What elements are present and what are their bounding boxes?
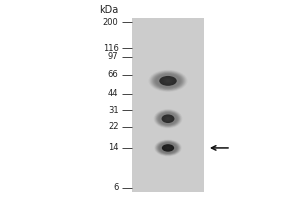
- Ellipse shape: [161, 114, 175, 124]
- Ellipse shape: [157, 141, 179, 155]
- Ellipse shape: [165, 146, 171, 150]
- Ellipse shape: [162, 144, 174, 152]
- Ellipse shape: [159, 113, 177, 125]
- Ellipse shape: [155, 140, 181, 156]
- Text: 116: 116: [103, 44, 118, 53]
- Text: 31: 31: [108, 106, 119, 115]
- Ellipse shape: [151, 71, 185, 91]
- Ellipse shape: [167, 147, 170, 149]
- Ellipse shape: [165, 79, 171, 83]
- Ellipse shape: [166, 147, 170, 149]
- Text: 66: 66: [108, 70, 118, 79]
- Ellipse shape: [160, 143, 176, 153]
- Ellipse shape: [160, 143, 176, 153]
- Ellipse shape: [153, 72, 183, 89]
- Ellipse shape: [165, 117, 171, 121]
- Ellipse shape: [162, 144, 174, 152]
- Ellipse shape: [159, 76, 177, 86]
- Ellipse shape: [167, 147, 169, 148]
- Ellipse shape: [158, 112, 178, 126]
- Ellipse shape: [162, 114, 174, 123]
- Ellipse shape: [161, 77, 175, 85]
- Ellipse shape: [158, 142, 178, 154]
- Ellipse shape: [159, 76, 177, 86]
- Ellipse shape: [161, 114, 175, 123]
- Ellipse shape: [156, 140, 180, 155]
- Ellipse shape: [156, 74, 180, 88]
- Ellipse shape: [157, 75, 179, 87]
- Text: 22: 22: [108, 122, 119, 131]
- Text: 14: 14: [108, 143, 119, 152]
- Ellipse shape: [158, 112, 178, 125]
- Ellipse shape: [152, 72, 184, 90]
- Ellipse shape: [166, 80, 170, 82]
- Ellipse shape: [163, 145, 173, 151]
- Ellipse shape: [157, 111, 179, 126]
- Text: 6: 6: [113, 183, 118, 192]
- Ellipse shape: [157, 141, 179, 154]
- Ellipse shape: [167, 118, 169, 119]
- Ellipse shape: [155, 110, 181, 127]
- Bar: [132, 18, 204, 192]
- Ellipse shape: [162, 115, 174, 122]
- Ellipse shape: [164, 145, 172, 151]
- Ellipse shape: [156, 111, 180, 127]
- Ellipse shape: [160, 77, 175, 85]
- Ellipse shape: [154, 73, 182, 89]
- Ellipse shape: [163, 78, 173, 84]
- Text: 44: 44: [108, 89, 119, 98]
- Text: kDa: kDa: [99, 5, 119, 15]
- Ellipse shape: [160, 113, 176, 124]
- Ellipse shape: [150, 70, 186, 91]
- Ellipse shape: [164, 146, 172, 150]
- Ellipse shape: [164, 78, 172, 83]
- Text: 97: 97: [108, 52, 119, 61]
- Ellipse shape: [163, 116, 173, 122]
- Text: 200: 200: [103, 18, 118, 27]
- Ellipse shape: [167, 80, 169, 81]
- Ellipse shape: [164, 116, 172, 121]
- Ellipse shape: [155, 74, 181, 88]
- Ellipse shape: [154, 110, 182, 128]
- Ellipse shape: [161, 144, 175, 152]
- Ellipse shape: [159, 142, 177, 154]
- Ellipse shape: [167, 118, 170, 120]
- Ellipse shape: [158, 75, 178, 86]
- Ellipse shape: [166, 117, 170, 120]
